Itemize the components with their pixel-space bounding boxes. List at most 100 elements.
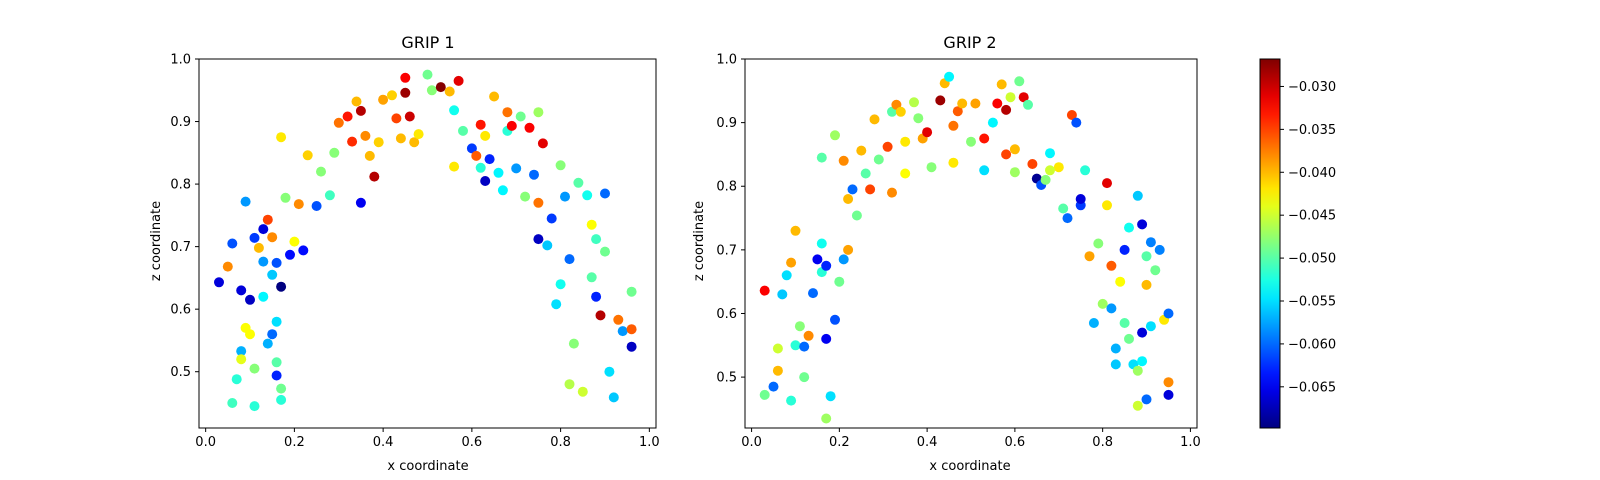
scatter-point	[1141, 251, 1152, 262]
scatter-point	[838, 155, 849, 166]
scatter-point	[214, 277, 224, 288]
scatter-point	[979, 133, 990, 144]
x-tick-label: 1.0	[639, 435, 660, 450]
scatter-point	[533, 197, 544, 208]
scatter-point	[600, 188, 610, 199]
scatter-point	[395, 133, 406, 144]
scatter-point	[768, 381, 779, 392]
scatter-point	[333, 117, 344, 128]
scatter-point	[843, 194, 854, 204]
colorbar-tick-label: −0.040	[1288, 166, 1336, 181]
scatter-point	[271, 316, 282, 327]
scatter-point	[1119, 318, 1130, 328]
scatter-point	[1097, 298, 1108, 309]
scatter-point	[293, 199, 304, 210]
scatter-point	[435, 82, 446, 93]
scatter-point	[1062, 213, 1073, 224]
scatter-point	[400, 87, 411, 98]
scatter-point	[475, 119, 486, 130]
scatter-point	[533, 234, 544, 245]
scatter-point	[786, 395, 797, 406]
scatter-point	[1045, 165, 1055, 176]
scatter-point	[900, 168, 911, 179]
scatter-point	[600, 246, 610, 257]
scatter-point	[458, 125, 468, 136]
scatter-point	[267, 269, 278, 280]
scatter-point	[851, 210, 862, 221]
scatter-point	[542, 240, 553, 251]
scatter-point	[1106, 260, 1117, 271]
scatter-point	[821, 333, 832, 344]
scatter-point	[591, 291, 602, 302]
scatter-point	[276, 383, 287, 394]
y-tick-label: 0.9	[170, 115, 191, 130]
y-tick-label: 0.9	[716, 116, 737, 131]
scatter-point	[957, 98, 968, 109]
scatter-point	[1145, 321, 1156, 332]
scatter-point	[772, 343, 783, 354]
scatter-point	[568, 338, 579, 349]
colorbar-tick-label: −0.045	[1288, 209, 1336, 224]
scatter-point	[808, 288, 818, 299]
scatter-point	[591, 234, 602, 245]
scatter-point	[564, 254, 575, 265]
scatter-point	[1163, 308, 1174, 319]
scatter-point	[302, 150, 313, 161]
colorbar: −0.065 −0.060 −0.055 −0.050 −0.045 −0.040 −0.0…	[1259, 58, 1336, 429]
subplot-2-xlabel: x coordinate	[929, 459, 1010, 474]
scatter-point	[258, 256, 269, 267]
scatter-point	[1058, 203, 1069, 214]
scatter-point	[992, 98, 1003, 109]
scatter-point	[948, 157, 959, 168]
scatter-point	[369, 171, 380, 182]
scatter-point	[1137, 327, 1148, 338]
scatter-point	[222, 261, 233, 272]
colorbar-tick-label: −0.035	[1288, 123, 1336, 138]
y-tick-label: 1.0	[716, 53, 737, 68]
scatter-point	[1080, 165, 1091, 176]
scatter-point	[847, 184, 858, 195]
subplot-1-plot-area: 0.0 0.2 0.4 0.6 0.8 1.0 0.5 0.6 0.7 0.8 0.9 1.0	[170, 53, 659, 451]
scatter-point	[360, 130, 371, 141]
scatter-point	[564, 379, 575, 390]
scatter-point	[1088, 318, 1099, 328]
scatter-point	[285, 249, 295, 260]
x-tick-label: 0.8	[1092, 435, 1113, 450]
scatter-point	[422, 69, 433, 80]
scatter-point	[577, 386, 588, 397]
scatter-point	[511, 163, 522, 174]
scatter-point	[865, 184, 876, 195]
scatter-point	[821, 260, 832, 271]
scatter-point	[471, 150, 482, 161]
scatter-point	[227, 238, 238, 249]
scatter-point	[400, 72, 411, 83]
scatter-point	[1115, 276, 1126, 287]
scatter-point	[413, 129, 424, 140]
scatter-point	[1124, 333, 1134, 344]
scatter-point	[1071, 117, 1082, 128]
scatter-point	[582, 190, 593, 201]
scatter-point	[240, 196, 251, 207]
scatter-point	[529, 169, 539, 180]
scatter-point	[1132, 190, 1143, 201]
y-tick-label: 0.7	[716, 243, 737, 258]
scatter-point	[1018, 92, 1029, 103]
x-tick-label: 0.2	[829, 435, 850, 450]
scatter-point	[227, 398, 238, 408]
x-tick-label: 0.6	[462, 435, 483, 450]
scatter-point	[843, 244, 854, 255]
scatter-point	[253, 242, 264, 253]
scatter-point	[449, 161, 460, 172]
x-tick-label: 0.2	[284, 435, 305, 450]
x-tick-label: 0.4	[917, 435, 938, 450]
scatter-point	[873, 154, 884, 165]
scatter-point	[996, 79, 1007, 90]
scatter-point	[944, 71, 955, 82]
scatter-point	[231, 374, 242, 385]
scatter-point	[803, 330, 814, 341]
x-tick-label: 0.0	[741, 435, 762, 450]
scatter-point	[895, 106, 906, 117]
scatter-point	[551, 299, 562, 310]
scatter-point	[1132, 365, 1143, 376]
